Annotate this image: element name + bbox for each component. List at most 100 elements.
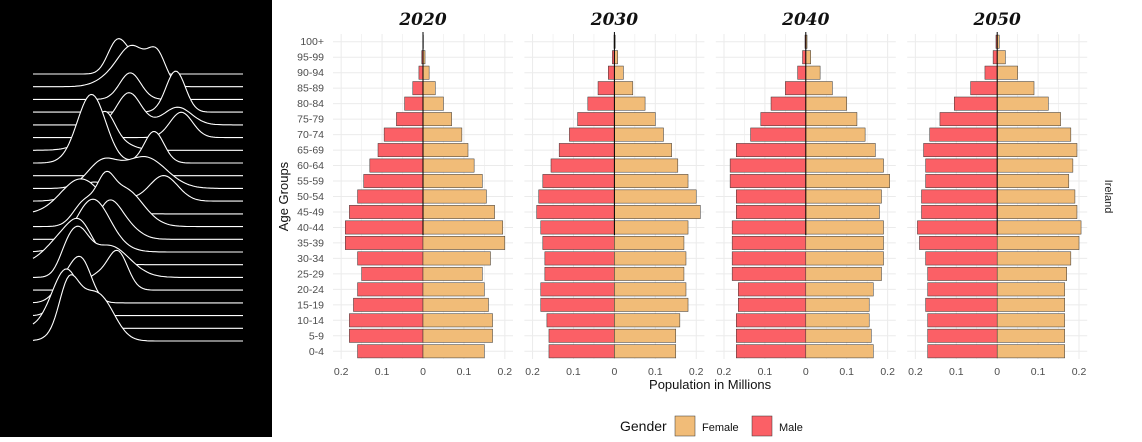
bar-female-85-89 [614, 82, 632, 95]
ridgeline-panel [0, 0, 272, 437]
bar-female-80-84 [614, 97, 645, 110]
x-tick-label: 0 [420, 366, 426, 378]
y-tick-label: 40-44 [297, 222, 324, 234]
bar-female-35-39 [806, 236, 884, 249]
bar-female-65-69 [997, 143, 1077, 156]
bar-male-25-29 [732, 267, 806, 280]
bar-female-75-79 [423, 112, 452, 125]
bar-female-40-44 [806, 221, 884, 234]
ridgeline-plot [0, 0, 272, 437]
bar-male-20-24 [541, 283, 615, 296]
y-tick-label: 95-99 [297, 52, 324, 64]
bar-male-25-29 [362, 267, 423, 280]
bar-female-0-4 [423, 345, 484, 358]
facet-title-2040: 2040 [781, 10, 829, 30]
y-tick-label: 10-14 [297, 315, 324, 327]
bar-female-40-44 [423, 221, 503, 234]
bar-male-35-39 [345, 236, 423, 249]
x-tick-label: 0 [803, 366, 809, 378]
bar-female-90-94 [614, 66, 623, 79]
bar-male-30-34 [732, 252, 806, 265]
bar-male-90-94 [798, 66, 806, 79]
bar-male-80-84 [588, 97, 615, 110]
bar-male-70-74 [569, 128, 614, 141]
bar-female-60-64 [423, 159, 474, 172]
y-tick-label: 100+ [300, 36, 324, 48]
bar-female-50-54 [806, 190, 882, 203]
bar-female-25-29 [997, 267, 1067, 280]
bar-male-45-49 [922, 205, 998, 218]
bar-female-45-49 [423, 205, 495, 218]
x-tick-label: 0.1 [566, 366, 581, 378]
bar-male-50-54 [358, 190, 423, 203]
bar-female-85-89 [997, 82, 1034, 95]
bar-female-70-74 [806, 128, 865, 141]
bar-male-55-59 [364, 174, 423, 187]
bar-male-0-4 [736, 345, 806, 358]
facet-strip-label: Ireland [1102, 180, 1114, 214]
bar-female-45-49 [614, 205, 700, 218]
bar-male-40-44 [345, 221, 423, 234]
facet-title-2030: 2030 [590, 10, 638, 30]
bar-female-65-69 [423, 143, 468, 156]
bar-female-60-64 [997, 159, 1073, 172]
bar-female-85-89 [806, 82, 833, 95]
bar-male-30-34 [926, 252, 998, 265]
bar-female-70-74 [423, 128, 462, 141]
bar-male-70-74 [751, 128, 806, 141]
x-tick-label: 0.2 [880, 366, 895, 378]
bar-male-10-14 [928, 314, 998, 327]
x-tick-label: 0.1 [375, 366, 390, 378]
bar-female-5-9 [806, 329, 871, 342]
bar-male-60-64 [370, 159, 423, 172]
x-tick-label: 0.2 [525, 366, 540, 378]
legend-title: Gender [620, 418, 667, 434]
bar-male-60-64 [730, 159, 806, 172]
legend-label-female: Female [702, 422, 739, 434]
y-tick-label: 50-54 [297, 191, 324, 203]
bar-male-15-19 [353, 298, 423, 311]
bar-male-15-19 [541, 298, 615, 311]
bar-female-25-29 [423, 267, 482, 280]
bar-male-35-39 [543, 236, 615, 249]
bar-female-70-74 [997, 128, 1071, 141]
facet-title-2050: 2050 [973, 10, 1021, 30]
bar-male-0-4 [549, 345, 614, 358]
bar-female-20-24 [423, 283, 484, 296]
x-tick-label: 0.2 [908, 366, 923, 378]
y-tick-label: 80-84 [297, 98, 324, 110]
bar-female-5-9 [997, 329, 1064, 342]
bar-male-25-29 [928, 267, 998, 280]
x-tick-label: 0.1 [457, 366, 472, 378]
bar-male-10-14 [349, 314, 423, 327]
bar-female-40-44 [997, 221, 1081, 234]
y-tick-label: 30-34 [297, 253, 324, 265]
y-tick-label: 65-69 [297, 145, 324, 157]
bar-male-55-59 [730, 174, 806, 187]
bar-female-85-89 [423, 82, 435, 95]
bar-female-80-84 [997, 97, 1048, 110]
bar-male-50-54 [736, 190, 806, 203]
y-tick-label: 70-74 [297, 129, 324, 141]
bar-female-10-14 [997, 314, 1064, 327]
bar-female-0-4 [614, 345, 675, 358]
x-tick-label: 0 [994, 366, 1000, 378]
bar-male-45-49 [537, 205, 615, 218]
bar-male-60-64 [926, 159, 998, 172]
bar-male-5-9 [549, 329, 614, 342]
bar-male-70-74 [384, 128, 423, 141]
y-tick-label: 0-4 [309, 346, 324, 358]
bar-male-0-4 [358, 345, 423, 358]
bar-male-75-79 [578, 112, 615, 125]
bar-female-20-24 [997, 283, 1064, 296]
bar-female-15-19 [423, 298, 488, 311]
bar-male-70-74 [930, 128, 998, 141]
bar-male-45-49 [349, 205, 423, 218]
population-pyramid-chart: 0-45-910-1415-1920-2425-2930-3435-3940-4… [272, 0, 1142, 437]
bar-female-90-94 [423, 66, 429, 79]
